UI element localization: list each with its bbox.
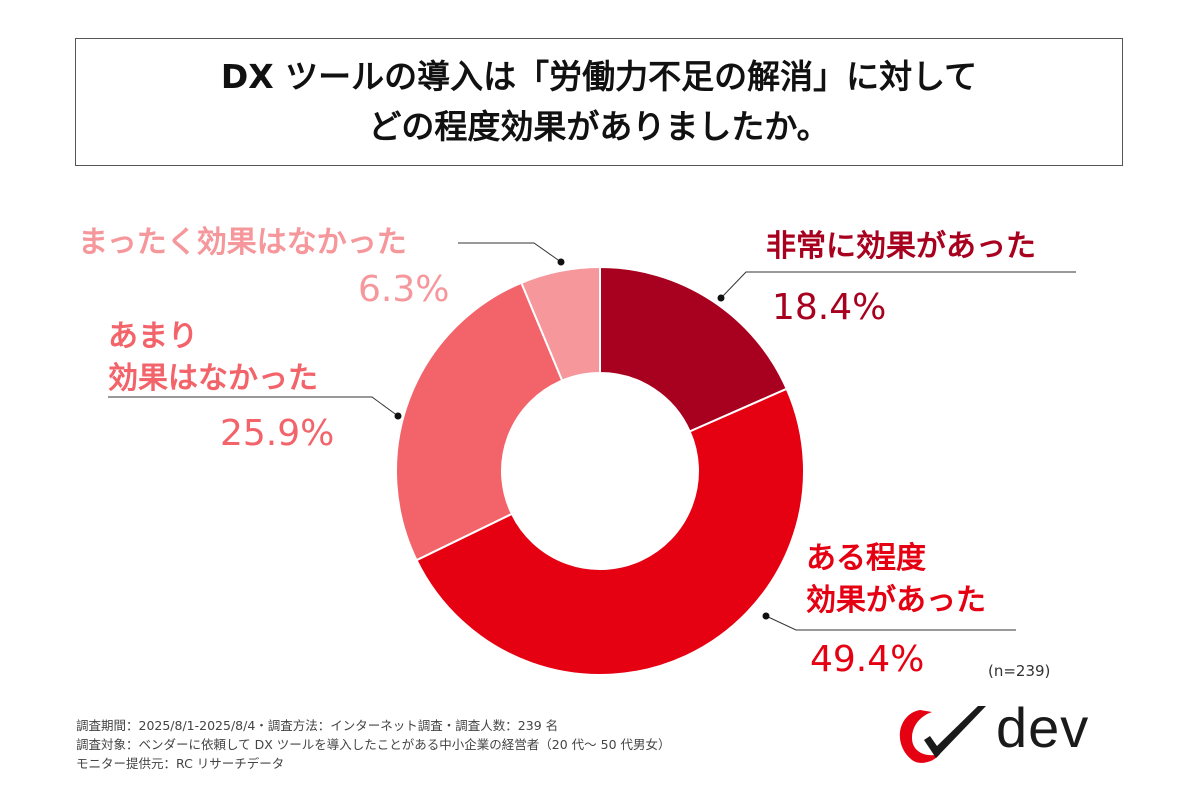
leader-dot (717, 294, 725, 302)
slice-value-very-effective: 18.4% (772, 287, 887, 328)
sample-size-note: (n=239) (988, 662, 1051, 680)
slice-very-effective (599, 265, 789, 433)
slice-label-line: ある程度 (806, 541, 926, 576)
footnotes: 調査期間：2025/8/1-2025/8/4・調査方法：インターネット調査・調査… (76, 716, 671, 773)
slice-label-line: あまり (108, 319, 198, 354)
leader-dot (557, 258, 565, 266)
slice-label-line: 非常に効果があった (766, 229, 1036, 264)
leader-line-somewhat-effective (765, 615, 1016, 631)
slice-not-very-effective (395, 281, 564, 562)
logo-text: dev (996, 696, 1090, 759)
slice-label-not-effective-at-all: まったく効果はなかった (78, 228, 407, 258)
footnote-period: 調査期間：2025/8/1-2025/8/4・調査方法：インターネット調査・調査… (76, 718, 559, 733)
slice-value-not-effective-at-all: 6.3% (358, 269, 450, 310)
slice-label-line: まったく効果はなかった (78, 225, 407, 260)
chart-title-line-1: DX ツールの導入は「労働力不足の解消」に対して (220, 57, 978, 96)
leader-dot (762, 612, 770, 620)
slice-label-line: 効果があった (806, 583, 986, 618)
dev-logo-icon (899, 706, 986, 763)
leader-line-not-very-effective (108, 396, 399, 417)
chart-title-line-2: どの程度効果がありましたか。 (368, 107, 830, 146)
title-box: DX ツールの導入は「労働力不足の解消」に対して どの程度効果がありましたか。 (75, 38, 1123, 166)
slice-label-line: 効果はなかった (108, 361, 318, 396)
leader-line-very-effective (720, 271, 1076, 299)
footnote-target: 調査対象：ベンダーに依頼して DX ツールを導入したことがある中小企業の経営者（… (76, 737, 671, 752)
logo-check-black (924, 706, 986, 758)
slice-value-not-very-effective: 25.9% (220, 413, 335, 454)
footnote-source: モニター提供元：RC リサーチデータ (76, 756, 285, 771)
leader-line-not-effective-at-all (458, 242, 562, 263)
logo-swoosh-red (899, 710, 940, 763)
leader-dot (394, 412, 402, 420)
slice-value-somewhat-effective: 49.4% (810, 639, 925, 680)
slice-label-not-very-effective: あまり 効果はなかった (108, 316, 318, 400)
slice-not-effective-at-all (520, 265, 601, 382)
slice-label-somewhat-effective: ある程度 効果があった (806, 538, 986, 622)
slice-somewhat-effective (415, 387, 805, 676)
slice-label-very-effective: 非常に効果があった (766, 232, 1036, 262)
